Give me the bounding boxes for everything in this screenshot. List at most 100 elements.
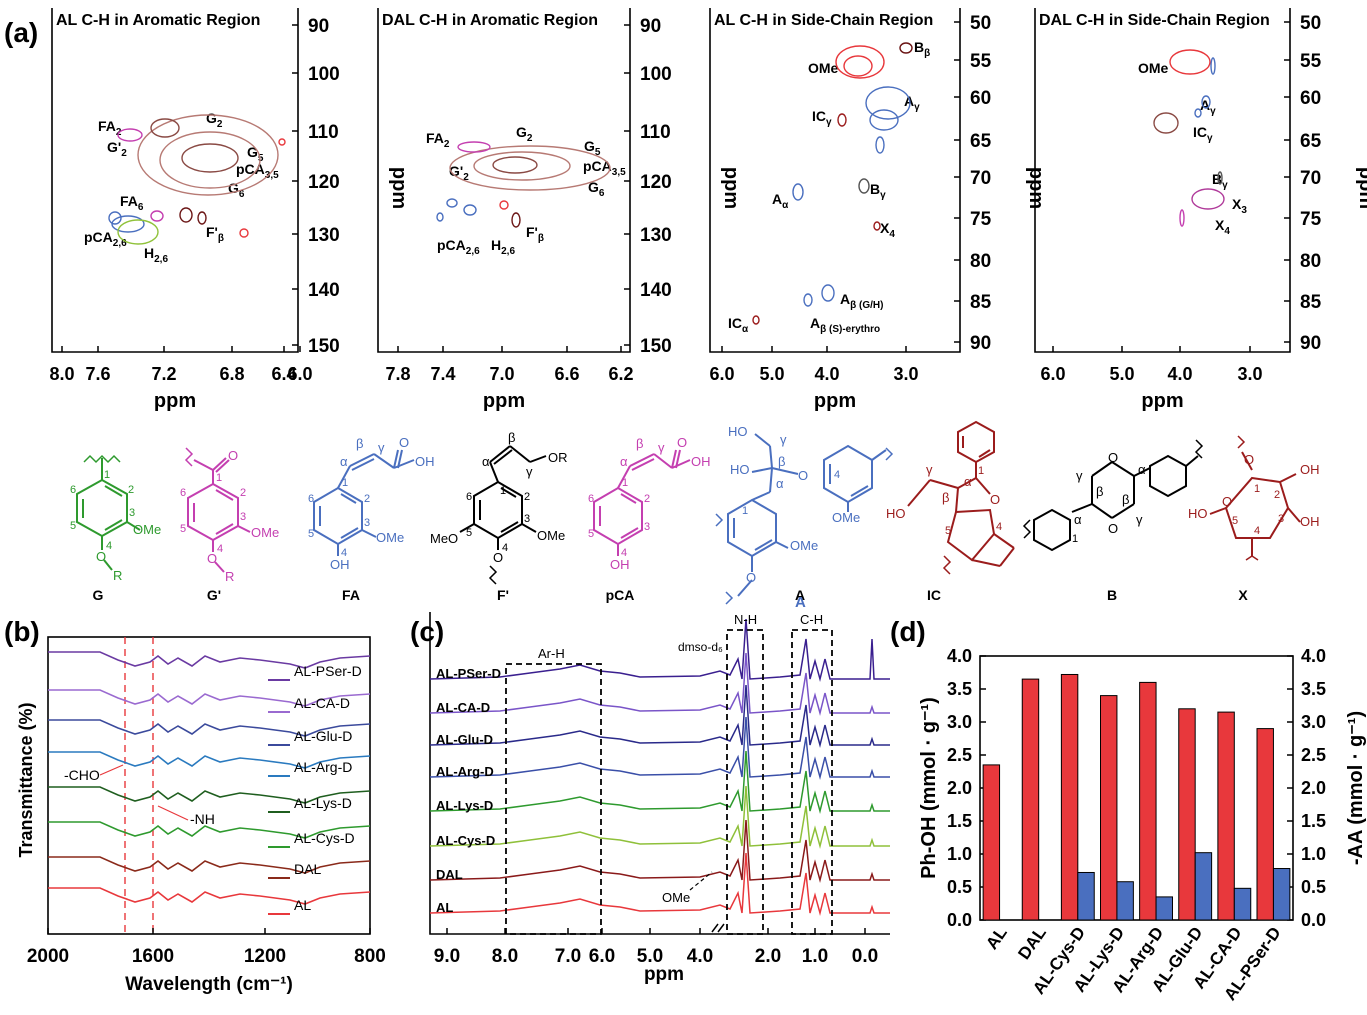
nmr-contour xyxy=(511,212,521,228)
svg-text:1: 1 xyxy=(1254,483,1260,495)
hnmr-series-label: AL xyxy=(436,900,453,915)
structure-b xyxy=(1022,439,1204,552)
structure-label-b: B xyxy=(1107,587,1117,603)
bar-ytick-right: 0.5 xyxy=(1301,877,1326,897)
svg-text:β: β xyxy=(636,436,643,451)
bar-ytick-left: 4.0 xyxy=(947,646,972,666)
ir-plot: -CHO -NH AL-PSer-D AL-CA-D AL-Glu-D AL-Arg-… xyxy=(16,636,386,995)
ir-series-line xyxy=(48,786,371,804)
svg-text:OMe: OMe xyxy=(790,538,818,553)
hnmr-series-label: DAL xyxy=(436,867,463,882)
svg-text:3: 3 xyxy=(364,517,370,529)
nmr-ytick-4: 85 xyxy=(1300,292,1322,313)
ir-legend-label: AL-Cys-D xyxy=(294,830,355,846)
hnmr-series-line xyxy=(429,750,890,814)
nmr-peak-label: FA6 xyxy=(120,193,144,213)
nmr-peak-label: H2,6 xyxy=(144,245,168,265)
svg-text:β: β xyxy=(508,430,515,445)
hnmr-region-dmso: dmso-d₆ xyxy=(678,640,723,654)
structure-label-fprime: F' xyxy=(497,587,509,603)
nmr-contour xyxy=(752,315,760,325)
structure-a xyxy=(715,433,894,605)
hnmr-xtick: 7.0 xyxy=(555,946,581,967)
nmr-contour xyxy=(865,86,911,120)
svg-text:O: O xyxy=(493,550,503,565)
svg-text:5: 5 xyxy=(70,520,76,532)
structure-gprime-text: O 2 3 6 5 1 4 OMe O R xyxy=(180,448,279,584)
nmr-xtick-4: 6.0 xyxy=(1040,364,1065,384)
nmr-xtick-3: 6.0 xyxy=(709,364,734,384)
bar-ytick-left: 0.5 xyxy=(947,877,972,897)
svg-text:3: 3 xyxy=(524,513,530,525)
nmr-ylabel-3: ppm xyxy=(1025,167,1047,209)
nmr-peak-label: G'2 xyxy=(449,163,469,183)
nmr-peak-label: F'β xyxy=(206,224,224,244)
hnmr-series-line xyxy=(429,716,890,780)
nmr-xtick-1: 7.2 xyxy=(151,364,176,384)
nmr-xtick-1: 7.6 xyxy=(85,364,110,384)
structure-fa-text: α β γ O OH 6 5 2 3 1 4 OMe OH xyxy=(308,435,435,572)
svg-text:5: 5 xyxy=(466,527,472,539)
svg-text:OH: OH xyxy=(415,454,435,469)
nmr-contour xyxy=(457,141,491,153)
nmr-ytick-1: 120 xyxy=(308,172,340,193)
svg-text:O: O xyxy=(990,492,1000,507)
nmr-xtick-3: 5.0 xyxy=(759,364,784,384)
bar-aa xyxy=(1077,871,1095,921)
nmr-xtick-2: 6.6 xyxy=(554,364,579,384)
hnmr-regions xyxy=(505,629,833,935)
nmr-xlabel-4: ppm xyxy=(1141,390,1183,412)
nmr-contour xyxy=(858,178,870,194)
svg-text:O: O xyxy=(96,549,106,564)
svg-text:2: 2 xyxy=(644,493,650,505)
svg-text:O: O xyxy=(677,435,687,450)
svg-text:OH: OH xyxy=(610,557,630,572)
svg-text:2: 2 xyxy=(128,484,134,496)
nmr-contour xyxy=(197,211,207,225)
svg-text:O: O xyxy=(1108,450,1118,465)
ir-legend-label: AL-Lys-D xyxy=(294,795,352,811)
structure-label-pca: pCA xyxy=(606,587,635,603)
nmr-xtick-4: 3.0 xyxy=(1237,364,1262,384)
nmr-contour xyxy=(873,221,881,231)
svg-text:2: 2 xyxy=(524,491,530,503)
svg-text:γ: γ xyxy=(926,462,933,477)
ir-legend-label: DAL xyxy=(294,861,321,877)
structure-names: G G' FA F' pCA A IC B X xyxy=(93,587,1249,603)
structure-fa xyxy=(313,449,415,556)
nmr-peak-label: G2 xyxy=(206,110,223,130)
hnmr-series-label: AL-Lys-D xyxy=(436,798,493,813)
nmr-ytick-2: 110 xyxy=(640,122,671,143)
svg-text:OH: OH xyxy=(691,454,711,469)
hnmr-plot: AL-PSer-D AL-CA-D AL-Glu-D AL-Arg-D AL-Lys-D… xyxy=(429,594,890,985)
svg-text:5: 5 xyxy=(1232,515,1238,527)
nmr-ytick-1: 140 xyxy=(308,280,340,301)
hnmr-series-line xyxy=(429,618,890,682)
nmr-xtick-2: 7.8 xyxy=(385,364,410,384)
ir-legend-label: AL-PSer-D xyxy=(294,663,362,679)
structure-a-text: HO γ HO β O α 4 OMe 1 OMe O xyxy=(728,424,860,585)
svg-text:6: 6 xyxy=(466,491,472,503)
nmr-contour xyxy=(875,136,885,154)
svg-text:4: 4 xyxy=(621,547,627,559)
bar-ytick-right: 0.0 xyxy=(1301,910,1326,930)
svg-text:4: 4 xyxy=(1254,525,1260,537)
nmr-ytick-3: 75 xyxy=(970,209,992,230)
svg-text:5: 5 xyxy=(588,528,594,540)
nmr-ytick-2: 150 xyxy=(640,336,672,357)
nmr-xtick-2: 7.0 xyxy=(489,364,514,384)
svg-text:γ: γ xyxy=(378,440,385,455)
svg-text:R: R xyxy=(113,568,122,583)
svg-text:HO: HO xyxy=(1188,506,1208,521)
ir-series-line xyxy=(48,887,371,905)
nmr-peak-label: F'β xyxy=(526,224,544,244)
svg-text:4: 4 xyxy=(834,469,840,481)
ir-legend-label: AL-Glu-D xyxy=(294,728,352,744)
nmr-peak-label: G5 xyxy=(247,144,264,164)
nmr-ytick-3: 80 xyxy=(970,251,991,272)
nmr-xtick-3: 4.0 xyxy=(814,364,839,384)
hnmr-xtick: 2.0 xyxy=(755,946,781,967)
hnmr-xtick: 0.0 xyxy=(852,946,878,967)
nmr-panels: AL C-H in Aromatic Region 8.0 7.6 7.2 6.8 6.4… xyxy=(49,8,1367,412)
nmr-xtick-4: 4.0 xyxy=(1167,364,1192,384)
